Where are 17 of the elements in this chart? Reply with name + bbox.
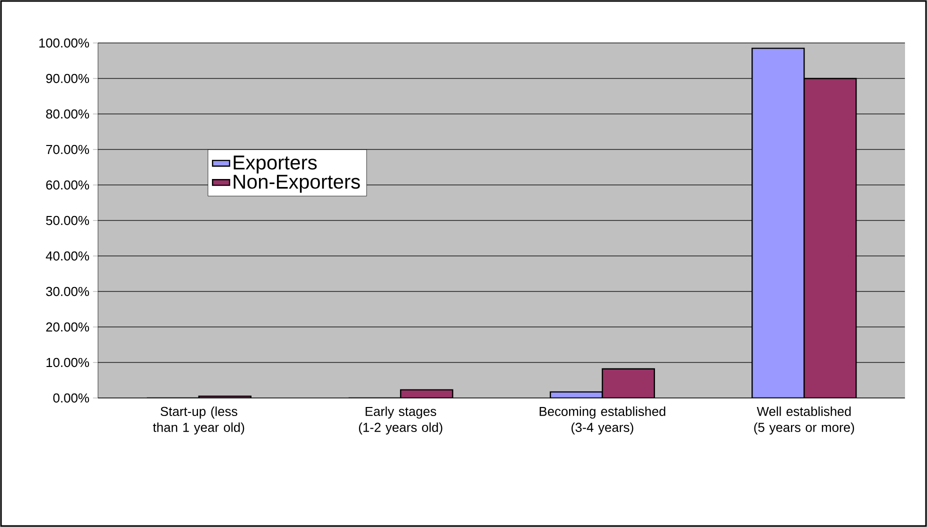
y-tick-label: 70.00% [46,144,90,154]
x-tick-label: Becoming established (3-4 years) [540,406,666,435]
legend-label: Exporters [234,156,317,174]
y-tick-label: 100.00% [39,38,90,48]
y-tick-label: 60.00% [46,180,90,190]
y-tick-label: 30.00% [46,286,90,296]
y-tick-label: 20.00% [46,322,90,332]
y-tick-label: 0.00% [53,393,90,403]
x-tick-label: Early stages (1-2 years old) [358,406,442,435]
legend-label: Non-Exporters [234,174,360,193]
y-tick-label: 10.00% [46,358,90,368]
y-tick-label: 40.00% [46,251,90,261]
y-tick-label: 90.00% [46,74,90,84]
y-tick-label: 50.00% [46,216,90,226]
x-tick-label: Start-up (less than 1 year old) [153,406,244,435]
y-tick-label: 80.00% [46,109,90,119]
x-tick-label: Well established (5 years or more) [754,406,854,435]
